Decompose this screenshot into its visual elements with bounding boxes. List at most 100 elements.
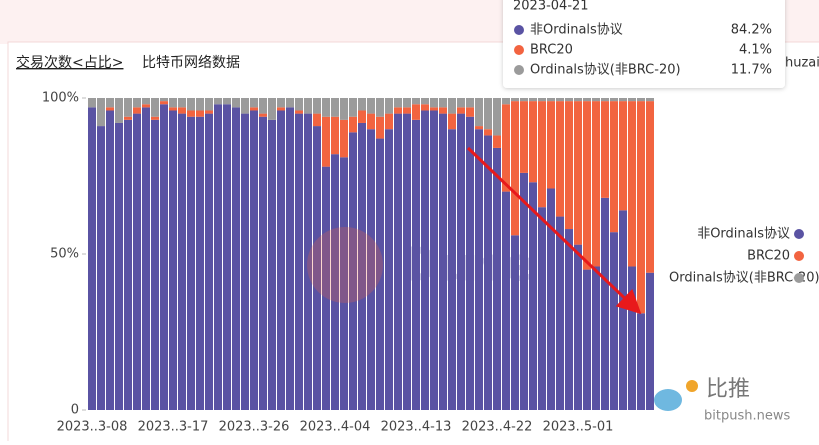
bar-segment <box>412 104 420 120</box>
bar-segment <box>538 207 546 410</box>
user: huzai <box>785 56 819 71</box>
bar-segment <box>259 113 267 117</box>
bar-segment <box>115 122 123 411</box>
bar-segment <box>169 107 177 111</box>
bar-segment <box>565 101 573 230</box>
bar-segment <box>538 101 546 208</box>
bar-segment <box>196 116 204 410</box>
bar-segment <box>394 107 402 114</box>
bar-segment <box>196 98 204 111</box>
bar-segment <box>484 98 492 130</box>
bar-segment <box>529 101 537 183</box>
bar-segment <box>502 98 510 105</box>
bar-segment <box>187 98 195 111</box>
brand-text: 比推 <box>706 377 750 402</box>
bar-segment <box>502 104 510 192</box>
bar-segment <box>583 101 591 270</box>
bar-segment <box>205 113 213 410</box>
bar-segment <box>493 98 501 136</box>
bar-segment <box>448 113 456 130</box>
bar-segment <box>358 98 366 111</box>
bar-segment <box>178 107 186 114</box>
bar-segment <box>304 98 312 114</box>
bar-segment <box>250 107 258 111</box>
bar-segment <box>439 107 447 114</box>
bar-segment <box>259 98 267 114</box>
bar-segment <box>394 98 402 108</box>
bar-segment <box>520 98 528 102</box>
site-text: bitpush.news <box>704 409 790 424</box>
bar-segment <box>349 132 357 410</box>
dune-watermark: Dune <box>307 227 535 303</box>
bar-segment <box>169 110 177 410</box>
bar-segment <box>376 116 384 139</box>
bar-segment <box>466 116 474 410</box>
bar-segment <box>232 98 240 108</box>
bar-segment <box>142 107 150 411</box>
tooltip-swatch <box>514 45 524 55</box>
bar-segment <box>340 157 348 410</box>
bar-segment <box>295 110 303 114</box>
tooltip-value: 11.7% <box>731 63 772 78</box>
x-tick-label: 2023..3-26 <box>219 420 290 435</box>
x-tick-label: 2023..4-04 <box>300 420 371 435</box>
bar-segment <box>484 129 492 136</box>
x-tick-label: 2023..3-17 <box>138 420 209 435</box>
bar-segment <box>412 119 420 410</box>
bar-segment <box>403 98 411 108</box>
bar-segment <box>331 98 339 117</box>
bar-segment <box>232 107 240 411</box>
bar-segment <box>466 107 474 117</box>
bar-segment <box>610 98 618 102</box>
tooltip <box>503 0 785 88</box>
bar-segment <box>502 191 510 410</box>
bar-segment <box>295 113 303 410</box>
legend-label: Ordinals协议(非BRC-20) <box>669 271 819 286</box>
bar-segment <box>637 101 645 314</box>
bar-segment <box>160 101 168 105</box>
bar-segment <box>592 266 600 410</box>
bar-segment <box>169 98 177 108</box>
legend-label: 非Ordinals协议 <box>697 227 790 242</box>
legend-swatch <box>794 251 804 261</box>
bar-segment <box>340 98 348 120</box>
annotation-arrow <box>466 146 642 315</box>
bar-segment <box>385 98 393 114</box>
tooltip-date: 2023-04-21 <box>513 0 589 14</box>
bar-segment <box>529 98 537 102</box>
bar-segment <box>331 154 339 410</box>
bar-segment <box>151 119 159 410</box>
tooltip-value: 84.2% <box>731 23 772 38</box>
bar-segment <box>97 98 105 127</box>
bar-segment <box>160 104 168 411</box>
bar-segment <box>124 116 132 120</box>
bar-segment <box>628 98 636 102</box>
bar-segment <box>403 107 411 114</box>
tooltip-name: BRC20 <box>530 43 573 58</box>
bar-segment <box>322 116 330 167</box>
x-tick-label: 2023..4-13 <box>381 420 452 435</box>
bar-segment <box>223 104 231 411</box>
bar-segment <box>403 113 411 410</box>
bar-segment <box>583 98 591 102</box>
chart-title: 交易次数<占比> <box>16 54 123 71</box>
bar-segment <box>88 98 96 108</box>
bar-segment <box>637 98 645 102</box>
bar-segment <box>349 116 357 133</box>
bar-segment <box>421 104 429 111</box>
x-tick-label: 2023..3-08 <box>57 420 128 435</box>
bar-segment <box>538 98 546 102</box>
bar-segment <box>592 98 600 102</box>
bar-segment <box>250 98 258 108</box>
bar-segment <box>295 98 303 111</box>
bar-segment <box>475 98 483 127</box>
bar-segment <box>151 116 159 120</box>
bar-segment <box>286 107 294 411</box>
bar-segment <box>493 135 501 148</box>
bar-segment <box>394 113 402 410</box>
bar-segment <box>277 107 285 111</box>
bar-segment <box>547 98 555 102</box>
bar-segment <box>214 104 222 411</box>
bar-segment <box>511 235 519 410</box>
bar-segment <box>142 98 150 105</box>
